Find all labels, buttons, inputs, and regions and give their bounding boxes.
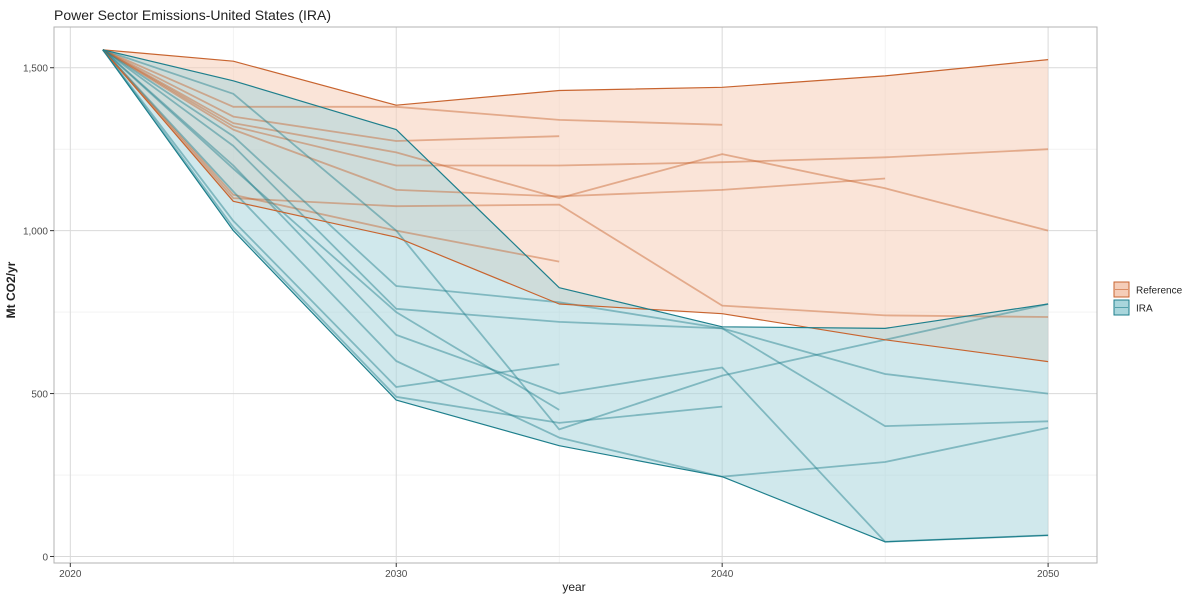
model-run-line-reference xyxy=(102,49,1049,232)
x-tick-label: 2040 xyxy=(711,569,734,580)
model-run-line-ira xyxy=(102,49,1049,478)
plot-border xyxy=(53,26,1098,564)
y-axis-label: Mt CO2/yr xyxy=(4,261,18,318)
model-run-line-ira xyxy=(102,49,1049,395)
series-lines xyxy=(102,48,1049,543)
model-run-line-reference xyxy=(102,49,886,198)
y-tick-label: 1,000 xyxy=(23,227,48,238)
legend: Reference IRA xyxy=(1113,281,1183,316)
model-run-line-reference xyxy=(102,49,1049,318)
model-run-line-ira xyxy=(102,49,723,424)
range-lower-line-ira xyxy=(102,49,1049,543)
model-run-line-reference xyxy=(102,49,1049,167)
range-band-ira xyxy=(102,49,1049,542)
x-tick-label: 2050 xyxy=(1037,569,1060,580)
x-axis-label: year xyxy=(562,580,585,594)
range-lower-line-reference xyxy=(102,49,1049,363)
legend-label-ira: IRA xyxy=(1136,304,1153,315)
y-tick-label: 0 xyxy=(42,552,48,563)
x-tick-label: 2020 xyxy=(59,569,82,580)
axes: 0 500 1,000 1,500 2020 2030 2040 2050 xyxy=(23,64,1060,580)
model-run-line-ira xyxy=(102,49,560,388)
model-run-line-ira xyxy=(102,49,560,411)
range-upper-line-reference xyxy=(102,49,1049,106)
range-upper-line-ira xyxy=(102,49,1049,329)
legend-label-reference: Reference xyxy=(1136,286,1183,297)
y-tick-label: 500 xyxy=(31,390,48,401)
chart-title: Power Sector Emissions-United States (IR… xyxy=(54,7,331,23)
model-run-line-reference xyxy=(102,49,560,263)
range-bands xyxy=(102,49,1049,542)
model-run-line-reference xyxy=(102,48,560,142)
model-run-line-ira xyxy=(102,49,1049,428)
model-run-line-reference xyxy=(102,48,723,126)
x-tick-label: 2030 xyxy=(385,569,408,580)
y-tick-label: 1,500 xyxy=(23,64,48,75)
